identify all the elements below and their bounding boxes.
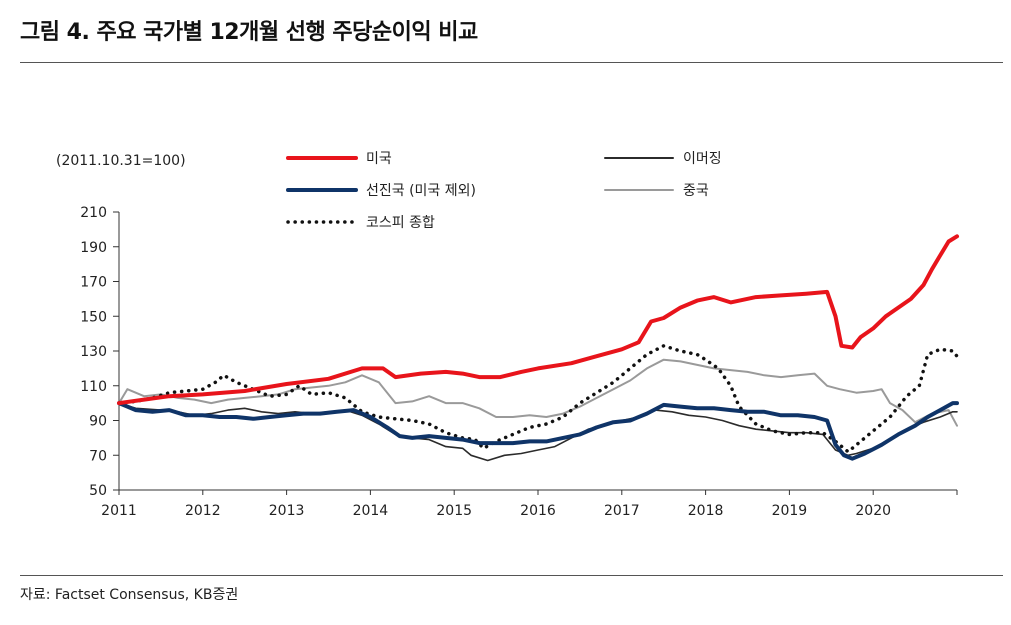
top-rule (20, 62, 1003, 63)
x-tick-label: 2011 (101, 503, 137, 519)
chart-axes: 50 70 90 110 130 150 170 190 210 2011 2012 2013 2014… (80, 205, 958, 519)
source-note: 자료: Factset Consensus, KB증권 (20, 587, 239, 603)
y-tick-label: 50 (89, 483, 107, 499)
legend-label: 중국 (683, 183, 709, 199)
x-tick-label: 2020 (855, 503, 891, 519)
x-tick-label: 2018 (688, 503, 724, 519)
series-line-코스피종합 (117, 344, 959, 454)
y-tick-label: 150 (80, 309, 107, 325)
legend-label: 이머징 (683, 151, 722, 167)
unit-note: (2011.10.31=100) (56, 153, 186, 169)
x-tick-label: 2014 (353, 503, 389, 519)
bottom-rule (20, 575, 1003, 576)
y-tick-label: 210 (80, 205, 107, 221)
x-tick-label: 2015 (436, 503, 472, 519)
y-tick-label: 70 (89, 448, 107, 464)
legend-label: 선진국 (미국 제외) (366, 183, 476, 199)
y-tick-label: 110 (80, 379, 107, 395)
x-tick-label: 2012 (185, 503, 221, 519)
legend-label: 코스피 종합 (366, 215, 435, 231)
y-tick-label: 90 (89, 414, 107, 430)
chart-title: 그림 4. 주요 국가별 12개월 선행 주당순이익 비교 (20, 20, 478, 45)
series-line-중국 (118, 358, 958, 427)
y-tick-label: 130 (80, 344, 107, 360)
series-line-미국 (117, 234, 959, 406)
x-tick-label: 2017 (604, 503, 640, 519)
y-tick-label: 190 (80, 240, 107, 256)
x-tick-label: 2019 (772, 503, 808, 519)
series-line-선진국미국제외 (117, 401, 959, 461)
x-tick-label: 2016 (520, 503, 556, 519)
legend-label: 미국 (366, 151, 392, 167)
line-chart: (2011.10.31=100) 50 70 90 110 130 150 170 190 21… (56, 151, 959, 519)
series-layer (117, 234, 959, 462)
y-tick-label: 170 (80, 275, 107, 291)
x-tick-label: 2013 (269, 503, 305, 519)
